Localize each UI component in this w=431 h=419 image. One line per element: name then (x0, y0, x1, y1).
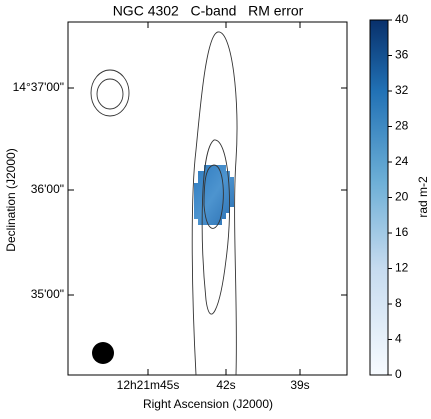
title: NGC 4302 C-band RM error (113, 3, 304, 19)
x-tick-label: 42s (216, 378, 235, 392)
colorbar-tick-label: 20 (395, 190, 409, 204)
colorbar-tick-label: 16 (395, 225, 409, 239)
colorbar-tick-label: 24 (395, 154, 409, 168)
contour (90, 69, 130, 117)
contour (96, 78, 124, 110)
colorbar-tick-label: 0 (395, 367, 402, 381)
y-tick-label: 14°37'00" (13, 80, 64, 94)
y-tick-label: 35'00" (31, 287, 64, 301)
contour (203, 164, 224, 229)
y-axis-label: Declination (J2000) (4, 148, 18, 251)
x-tick-label: 39s (290, 378, 309, 392)
x-axis-label: Right Ascension (J2000) (143, 397, 273, 411)
x-tick-label: 12h21m45s (117, 378, 180, 392)
colorbar-tick-label: 12 (395, 261, 409, 275)
colorbar-label: rad m-2 (416, 176, 430, 218)
colorbar-tick-label: 36 (395, 48, 409, 62)
colorbar-tick-label: 28 (395, 119, 409, 133)
colorbar-tick-label: 8 (395, 296, 402, 310)
y-tick-label: 36'00" (31, 182, 64, 196)
contour (191, 31, 238, 376)
colorbar (369, 19, 389, 376)
colorbar-tick-label: 32 (395, 83, 409, 97)
colorbar-tick-label: 4 (395, 332, 402, 346)
contour (201, 139, 231, 315)
colorbar-tick-label: 40 (395, 12, 409, 26)
beam (92, 342, 114, 364)
